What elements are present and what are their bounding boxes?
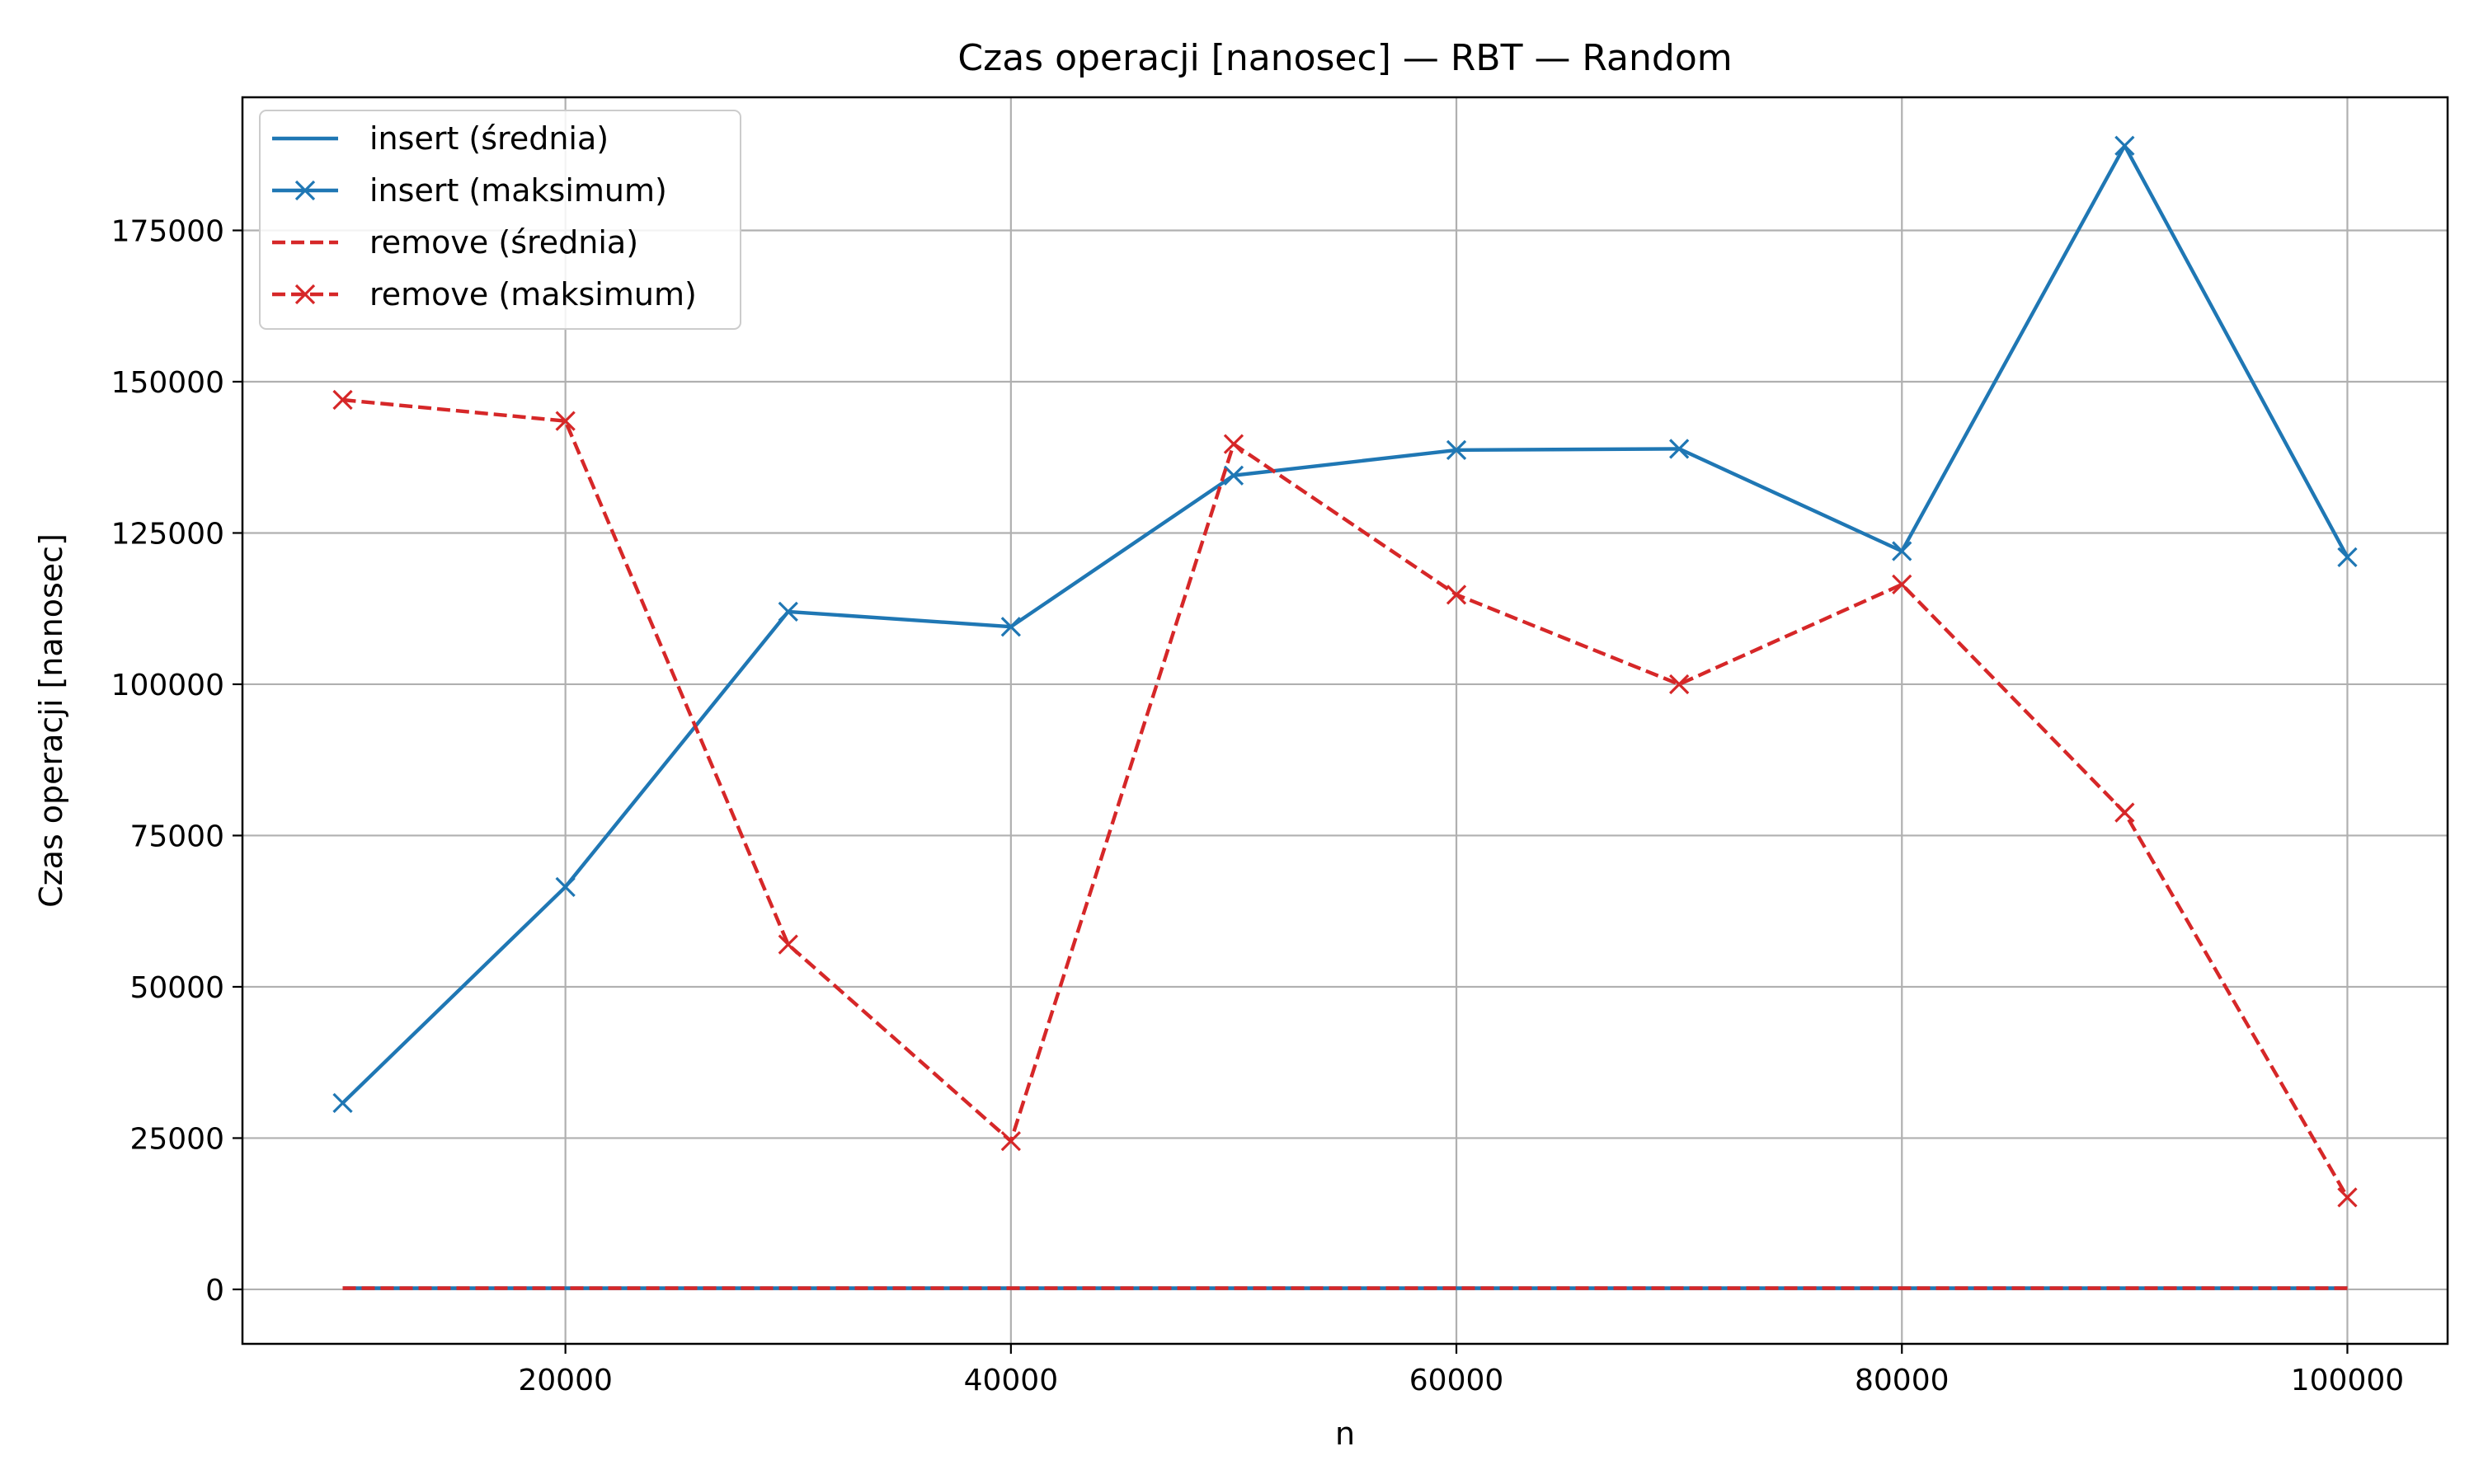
data-point-marker [1223,434,1244,454]
x-axis-ticks: 20000 40000 60000 80000 100000 [518,1344,2404,1397]
data-point-marker [1446,585,1467,605]
data-point-marker [1000,617,1021,637]
y-tick-label: 125000 [111,517,224,551]
series-lines [332,135,2358,1290]
y-tick-label: 25000 [129,1122,224,1156]
data-point-marker [2114,802,2135,823]
data-point-marker [2114,135,2135,156]
data-point-marker [555,876,576,897]
y-axis-ticks: 0 25000 50000 75000 100000 125000 150000 175000 [111,214,242,1308]
legend-entry: remove (maksimum) [272,276,697,312]
data-point-marker [2337,1187,2358,1208]
legend: insert (średnia) insert (maksimum) remove … [259,110,741,330]
data-point-marker [1892,574,1912,594]
series-line-1 [341,143,2349,1105]
x-tick-label: 80000 [1855,1364,1950,1397]
x-tick-label: 20000 [518,1364,613,1397]
series-line-3 [342,397,2349,1199]
y-axis-label: Czas operacji [nanosec] [33,533,69,908]
data-point-marker [1669,674,1690,695]
legend-label: insert (średnia) [369,120,609,157]
data-point-marker [1223,465,1244,486]
legend-label: insert (maksimum) [369,172,667,209]
data-point-marker [1000,1130,1021,1152]
legend-entry: insert (średnia) [272,120,609,157]
y-tick-label: 0 [205,1274,224,1308]
y-tick-label: 100000 [111,669,224,702]
data-point-marker [778,934,798,955]
data-point-marker [332,1092,353,1114]
data-point-marker [332,389,353,411]
legend-marker [294,284,316,305]
plot-frame [241,96,2449,1345]
data-point-marker [555,411,576,431]
data-point-marker [1892,541,1912,561]
legend-frame [259,110,741,330]
data-point-marker [1446,439,1467,461]
legend-entry: remove (średnia) [272,224,638,261]
data-point-marker [778,601,798,622]
x-tick-label: 60000 [1409,1364,1504,1397]
x-axis-label: n [1335,1416,1355,1452]
data-point-marker [1669,439,1690,459]
data-point-marker [2337,547,2358,567]
legend-label: remove (maksimum) [369,276,697,312]
y-tick-label: 150000 [111,366,224,400]
y-tick-label: 75000 [129,819,224,853]
x-tick-label: 40000 [964,1364,1059,1397]
legend-entry: insert (maksimum) [272,172,667,209]
legend-marker [294,180,316,201]
y-tick-label: 50000 [129,971,224,1005]
legend-label: remove (średnia) [369,224,638,261]
y-tick-label: 175000 [111,214,224,248]
x-tick-label: 100000 [2291,1364,2404,1397]
chart-title: Czas operacji [nanosec] — RBT — Random [957,37,1732,79]
